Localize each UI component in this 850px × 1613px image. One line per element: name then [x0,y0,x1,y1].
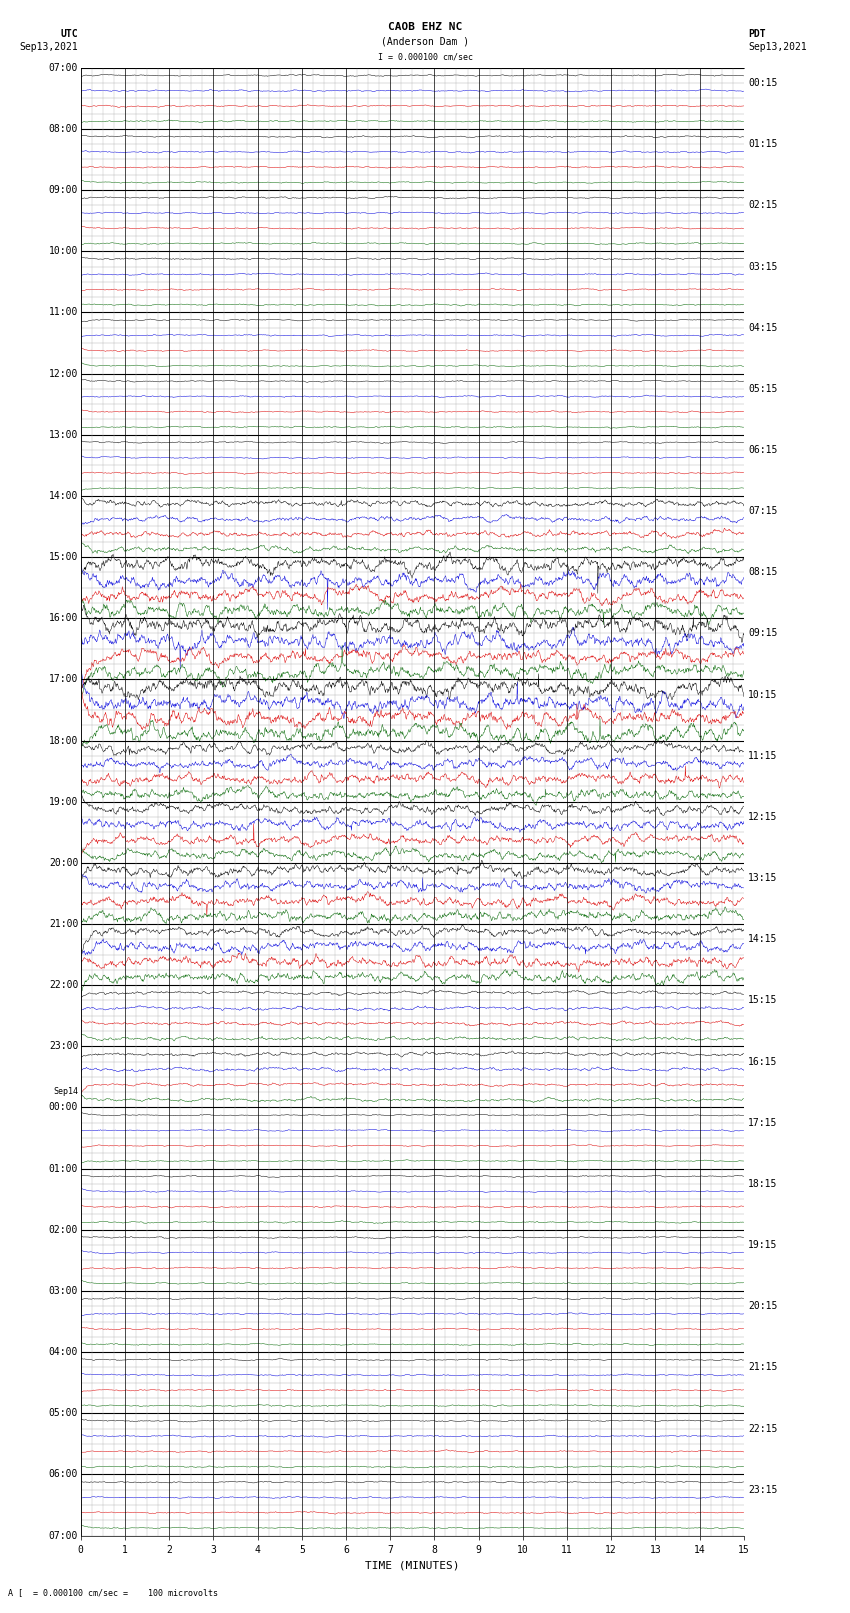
Text: 09:00: 09:00 [48,185,78,195]
Text: 18:15: 18:15 [748,1179,778,1189]
Text: 18:00: 18:00 [48,736,78,745]
Text: 21:15: 21:15 [748,1363,778,1373]
Text: 00:15: 00:15 [748,77,778,89]
Text: Sep13,2021: Sep13,2021 [748,42,807,52]
Text: 16:15: 16:15 [748,1057,778,1066]
Text: PDT: PDT [748,29,766,39]
Text: UTC: UTC [60,29,78,39]
Text: 15:00: 15:00 [48,552,78,561]
Text: 11:00: 11:00 [48,308,78,318]
Text: 04:15: 04:15 [748,323,778,332]
Text: 19:00: 19:00 [48,797,78,806]
Text: 03:15: 03:15 [748,261,778,271]
Text: CAOB EHZ NC: CAOB EHZ NC [388,23,462,32]
Text: 02:00: 02:00 [48,1224,78,1236]
Text: 17:15: 17:15 [748,1118,778,1127]
Text: 09:15: 09:15 [748,629,778,639]
Text: 07:15: 07:15 [748,506,778,516]
Text: 01:15: 01:15 [748,139,778,148]
Text: 10:15: 10:15 [748,690,778,700]
Text: 14:15: 14:15 [748,934,778,944]
Text: 23:00: 23:00 [48,1042,78,1052]
Text: 01:00: 01:00 [48,1163,78,1174]
Text: 14:00: 14:00 [48,490,78,502]
Text: 10:00: 10:00 [48,247,78,256]
Text: 11:15: 11:15 [748,750,778,761]
Text: 08:15: 08:15 [748,568,778,577]
Text: 21:00: 21:00 [48,919,78,929]
Text: 00:00: 00:00 [48,1102,78,1113]
Text: 20:00: 20:00 [48,858,78,868]
Text: 04:00: 04:00 [48,1347,78,1357]
Text: 05:15: 05:15 [748,384,778,394]
Text: 22:00: 22:00 [48,981,78,990]
Text: 23:15: 23:15 [748,1484,778,1495]
Text: 03:00: 03:00 [48,1286,78,1295]
Text: 12:00: 12:00 [48,368,78,379]
Text: 17:00: 17:00 [48,674,78,684]
Text: 02:15: 02:15 [748,200,778,210]
Text: 20:15: 20:15 [748,1302,778,1311]
Text: 06:15: 06:15 [748,445,778,455]
Text: A [  = 0.000100 cm/sec =    100 microvolts: A [ = 0.000100 cm/sec = 100 microvolts [8,1587,218,1597]
Text: 22:15: 22:15 [748,1424,778,1434]
X-axis label: TIME (MINUTES): TIME (MINUTES) [365,1560,460,1569]
Text: Sep13,2021: Sep13,2021 [20,42,78,52]
Text: 06:00: 06:00 [48,1469,78,1479]
Text: 16:00: 16:00 [48,613,78,623]
Text: 13:15: 13:15 [748,873,778,882]
Text: 19:15: 19:15 [748,1240,778,1250]
Text: I = 0.000100 cm/sec: I = 0.000100 cm/sec [377,52,473,61]
Text: 07:00: 07:00 [48,1531,78,1540]
Text: 08:00: 08:00 [48,124,78,134]
Text: (Anderson Dam ): (Anderson Dam ) [381,37,469,47]
Text: 07:00: 07:00 [48,63,78,73]
Text: 13:00: 13:00 [48,429,78,440]
Text: Sep14: Sep14 [54,1087,78,1097]
Text: 15:15: 15:15 [748,995,778,1005]
Text: 12:15: 12:15 [748,811,778,823]
Text: 05:00: 05:00 [48,1408,78,1418]
